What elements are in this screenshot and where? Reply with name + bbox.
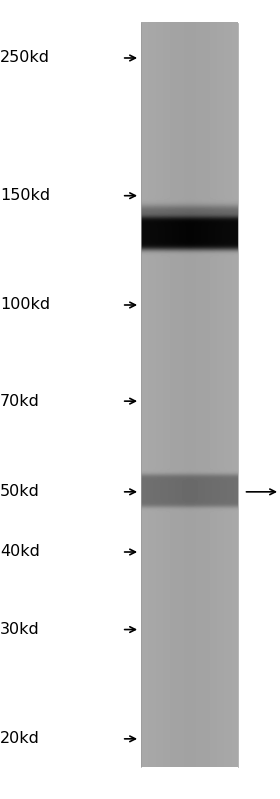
Text: 250kd: 250kd	[0, 50, 50, 66]
Text: 150kd: 150kd	[0, 189, 50, 203]
Text: 70kd: 70kd	[0, 394, 40, 408]
Text: 50kd: 50kd	[0, 484, 40, 499]
Text: 20kd: 20kd	[0, 731, 40, 746]
Text: 100kd: 100kd	[0, 297, 50, 312]
Text: www.ptglab.com: www.ptglab.com	[185, 356, 195, 443]
Text: 30kd: 30kd	[0, 622, 40, 637]
Text: 40kd: 40kd	[0, 544, 40, 559]
